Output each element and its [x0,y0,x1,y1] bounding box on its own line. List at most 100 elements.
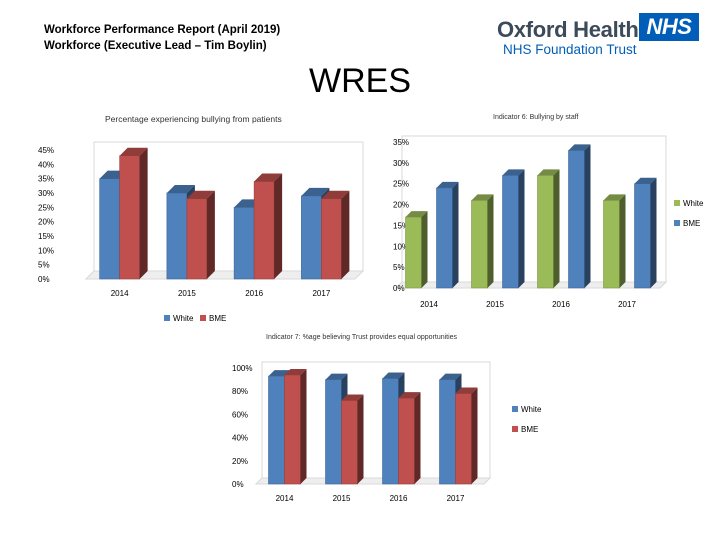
bar-top [603,194,626,201]
bar-side [414,392,421,484]
y-tick-label: 15% [393,221,409,230]
bar-front [325,379,342,485]
y-tick-label: 30% [393,159,409,168]
bar-top [471,194,494,201]
bar-top [634,177,657,184]
y-tick-label: 20% [393,201,409,210]
bar-side [274,173,283,279]
bar-bme-2014 [284,368,307,485]
x-tick-label: 2015 [178,289,196,298]
page-title: WRES [309,62,411,100]
bar-top [502,169,525,176]
y-tick-label: 20% [38,218,54,227]
y-tick-label: 30% [38,189,54,198]
bar-bme-2016 [398,392,421,485]
y-tick-label: 15% [38,232,54,241]
bar-top [455,387,478,394]
chart-title: Indicator 6: Bullying by staff [493,114,579,121]
y-tick-label: 40% [38,160,54,169]
y-tick-label: 10% [38,246,54,255]
bar-side [471,387,478,484]
y-tick-label: 60% [232,410,248,419]
report-header: Workforce Performance Report (April 2019… [44,22,280,54]
y-tick-label: 0% [232,480,244,489]
bar-front [398,397,415,485]
bar-top [301,187,330,196]
bar-bme-2014 [436,181,459,289]
bar-bme-2015 [341,394,364,485]
bar-bme-2017 [321,190,350,280]
bar-side [487,194,494,288]
legend-label-bme: BME [209,314,226,323]
bar-side [452,181,459,288]
bar-side [619,194,626,288]
bar-top [254,173,283,182]
logo-name: Oxford Health [497,17,639,42]
bar-side [553,169,560,288]
x-tick-label: 2017 [312,289,330,298]
x-tick-label: 2016 [245,289,263,298]
y-tick-label: 45% [38,146,54,155]
logo-subtitle: NHS Foundation Trust [503,42,637,57]
y-tick-label: 0% [38,275,50,284]
nhs-logo: NHS [639,13,699,41]
legend-swatch-white [512,406,518,412]
bar-white-2015 [471,194,494,289]
bar-top [436,181,459,188]
bar-side [584,144,591,288]
y-tick-label: 20% [232,457,248,466]
bar-top [321,190,350,199]
bar-front [439,379,456,485]
bar-white-2016 [537,169,560,289]
y-tick-label: 0% [393,284,405,293]
legend-swatch-bme [674,220,680,226]
bar-top [166,185,195,193]
bar-side [206,190,215,279]
y-tick-label: 10% [393,242,409,251]
legend-swatch-bme [200,315,206,321]
chart-title: Indicator 7: %age believing Trust provid… [266,334,458,341]
bar-side [341,190,350,279]
y-tick-label: 25% [393,180,409,189]
bar-bme-2017 [634,177,657,289]
y-tick-label: 25% [38,203,54,212]
x-tick-label: 2014 [420,300,438,309]
y-tick-label: 40% [232,434,248,443]
y-tick-label: 5% [393,263,405,272]
bar-front [382,378,399,485]
chart-title: Percentage experiencing bullying from pa… [105,114,282,124]
bar-top [568,144,591,151]
legend-label-bme: BME [521,425,538,434]
x-tick-label: 2017 [618,300,636,309]
bar-top [537,169,560,176]
bar-top [382,372,405,379]
x-tick-label: 2016 [390,494,408,503]
x-tick-label: 2017 [447,494,465,503]
bar-bme-2014 [119,147,148,280]
bar-white-2014 [405,211,428,289]
bar-front [455,393,472,485]
bar-bme-2016 [253,173,283,280]
legend-label-bme: BME [683,219,700,228]
x-tick-label: 2014 [276,494,294,503]
bar-bme-2016 [568,144,591,289]
bar-side [421,211,428,288]
bar-top [439,373,462,380]
bar-top [398,392,421,399]
bar-front [341,400,358,485]
bar-top [341,394,364,401]
bar-top [325,373,348,380]
legend-label-white: White [173,314,194,323]
y-tick-label: 5% [38,261,50,270]
bar-bme-2015 [502,169,525,289]
bar-side [650,177,657,288]
bar-bme-2015 [186,190,215,280]
legend-swatch-bme [512,426,518,432]
bar-side [518,169,525,288]
bar-top [186,190,215,199]
x-tick-label: 2015 [333,494,351,503]
bar-top [284,368,307,375]
